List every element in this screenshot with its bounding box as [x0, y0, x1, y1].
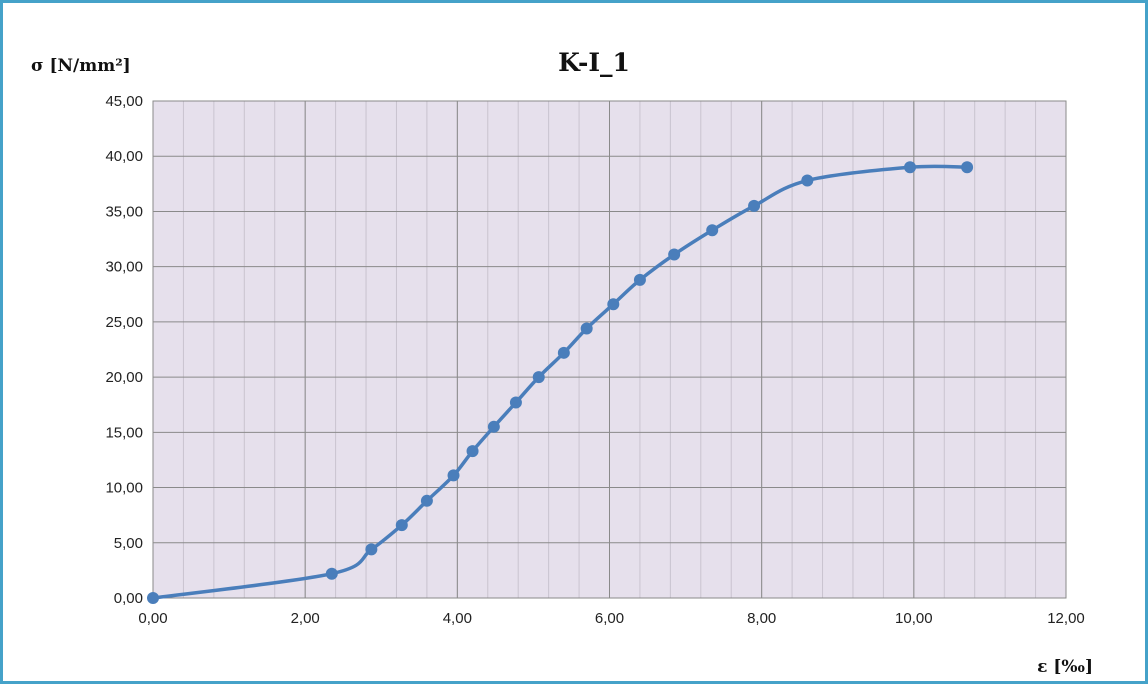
- data-point: [147, 592, 159, 604]
- x-tick-label: 10,00: [895, 610, 933, 627]
- chart-svg: K-I_1 σ [N/mm²] ε [‰] 0,00 5,00 10,00 15,00…: [31, 48, 1093, 677]
- data-point: [801, 174, 814, 187]
- x-tick-label: 12,00: [1047, 610, 1085, 627]
- data-point: [532, 371, 545, 384]
- data-point: [325, 567, 338, 580]
- y-tick-label: 15,00: [105, 424, 143, 441]
- data-point: [487, 420, 500, 433]
- x-tick-label: 6,00: [595, 610, 624, 627]
- y-tick-label: 30,00: [105, 259, 143, 276]
- data-point: [607, 298, 620, 311]
- data-point: [580, 322, 593, 335]
- x-tick-label: 2,00: [291, 610, 320, 627]
- y-tick-label: 5,00: [114, 535, 143, 552]
- y-tick-label: 0,00: [114, 590, 143, 607]
- data-point: [961, 161, 974, 174]
- y-tick-label: 20,00: [105, 369, 143, 386]
- y-tick-label: 40,00: [105, 148, 143, 165]
- data-point: [557, 346, 570, 359]
- data-point: [447, 469, 460, 482]
- x-tick-label: 4,00: [443, 610, 472, 627]
- y-axis-label: σ [N/mm²]: [31, 56, 131, 76]
- y-tick-label: 25,00: [105, 314, 143, 331]
- plot-border: [152, 100, 1067, 599]
- x-tick-label: 8,00: [747, 610, 776, 627]
- data-point: [395, 519, 408, 532]
- data-point: [420, 494, 433, 507]
- data-point: [904, 161, 917, 174]
- y-tick-label: 10,00: [105, 480, 143, 497]
- data-point: [668, 248, 681, 261]
- y-tick-label: 35,00: [105, 203, 143, 220]
- x-tick-label: 0,00: [138, 610, 167, 627]
- chart-title: K-I_1: [558, 48, 630, 77]
- x-axis-label: ε [‰]: [1037, 657, 1093, 677]
- data-point: [466, 445, 479, 458]
- data-point: [509, 396, 522, 409]
- y-tick-label: 45,00: [105, 93, 143, 110]
- data-point: [633, 273, 646, 286]
- data-point: [706, 224, 719, 237]
- data-point: [748, 199, 761, 212]
- data-point: [365, 543, 378, 556]
